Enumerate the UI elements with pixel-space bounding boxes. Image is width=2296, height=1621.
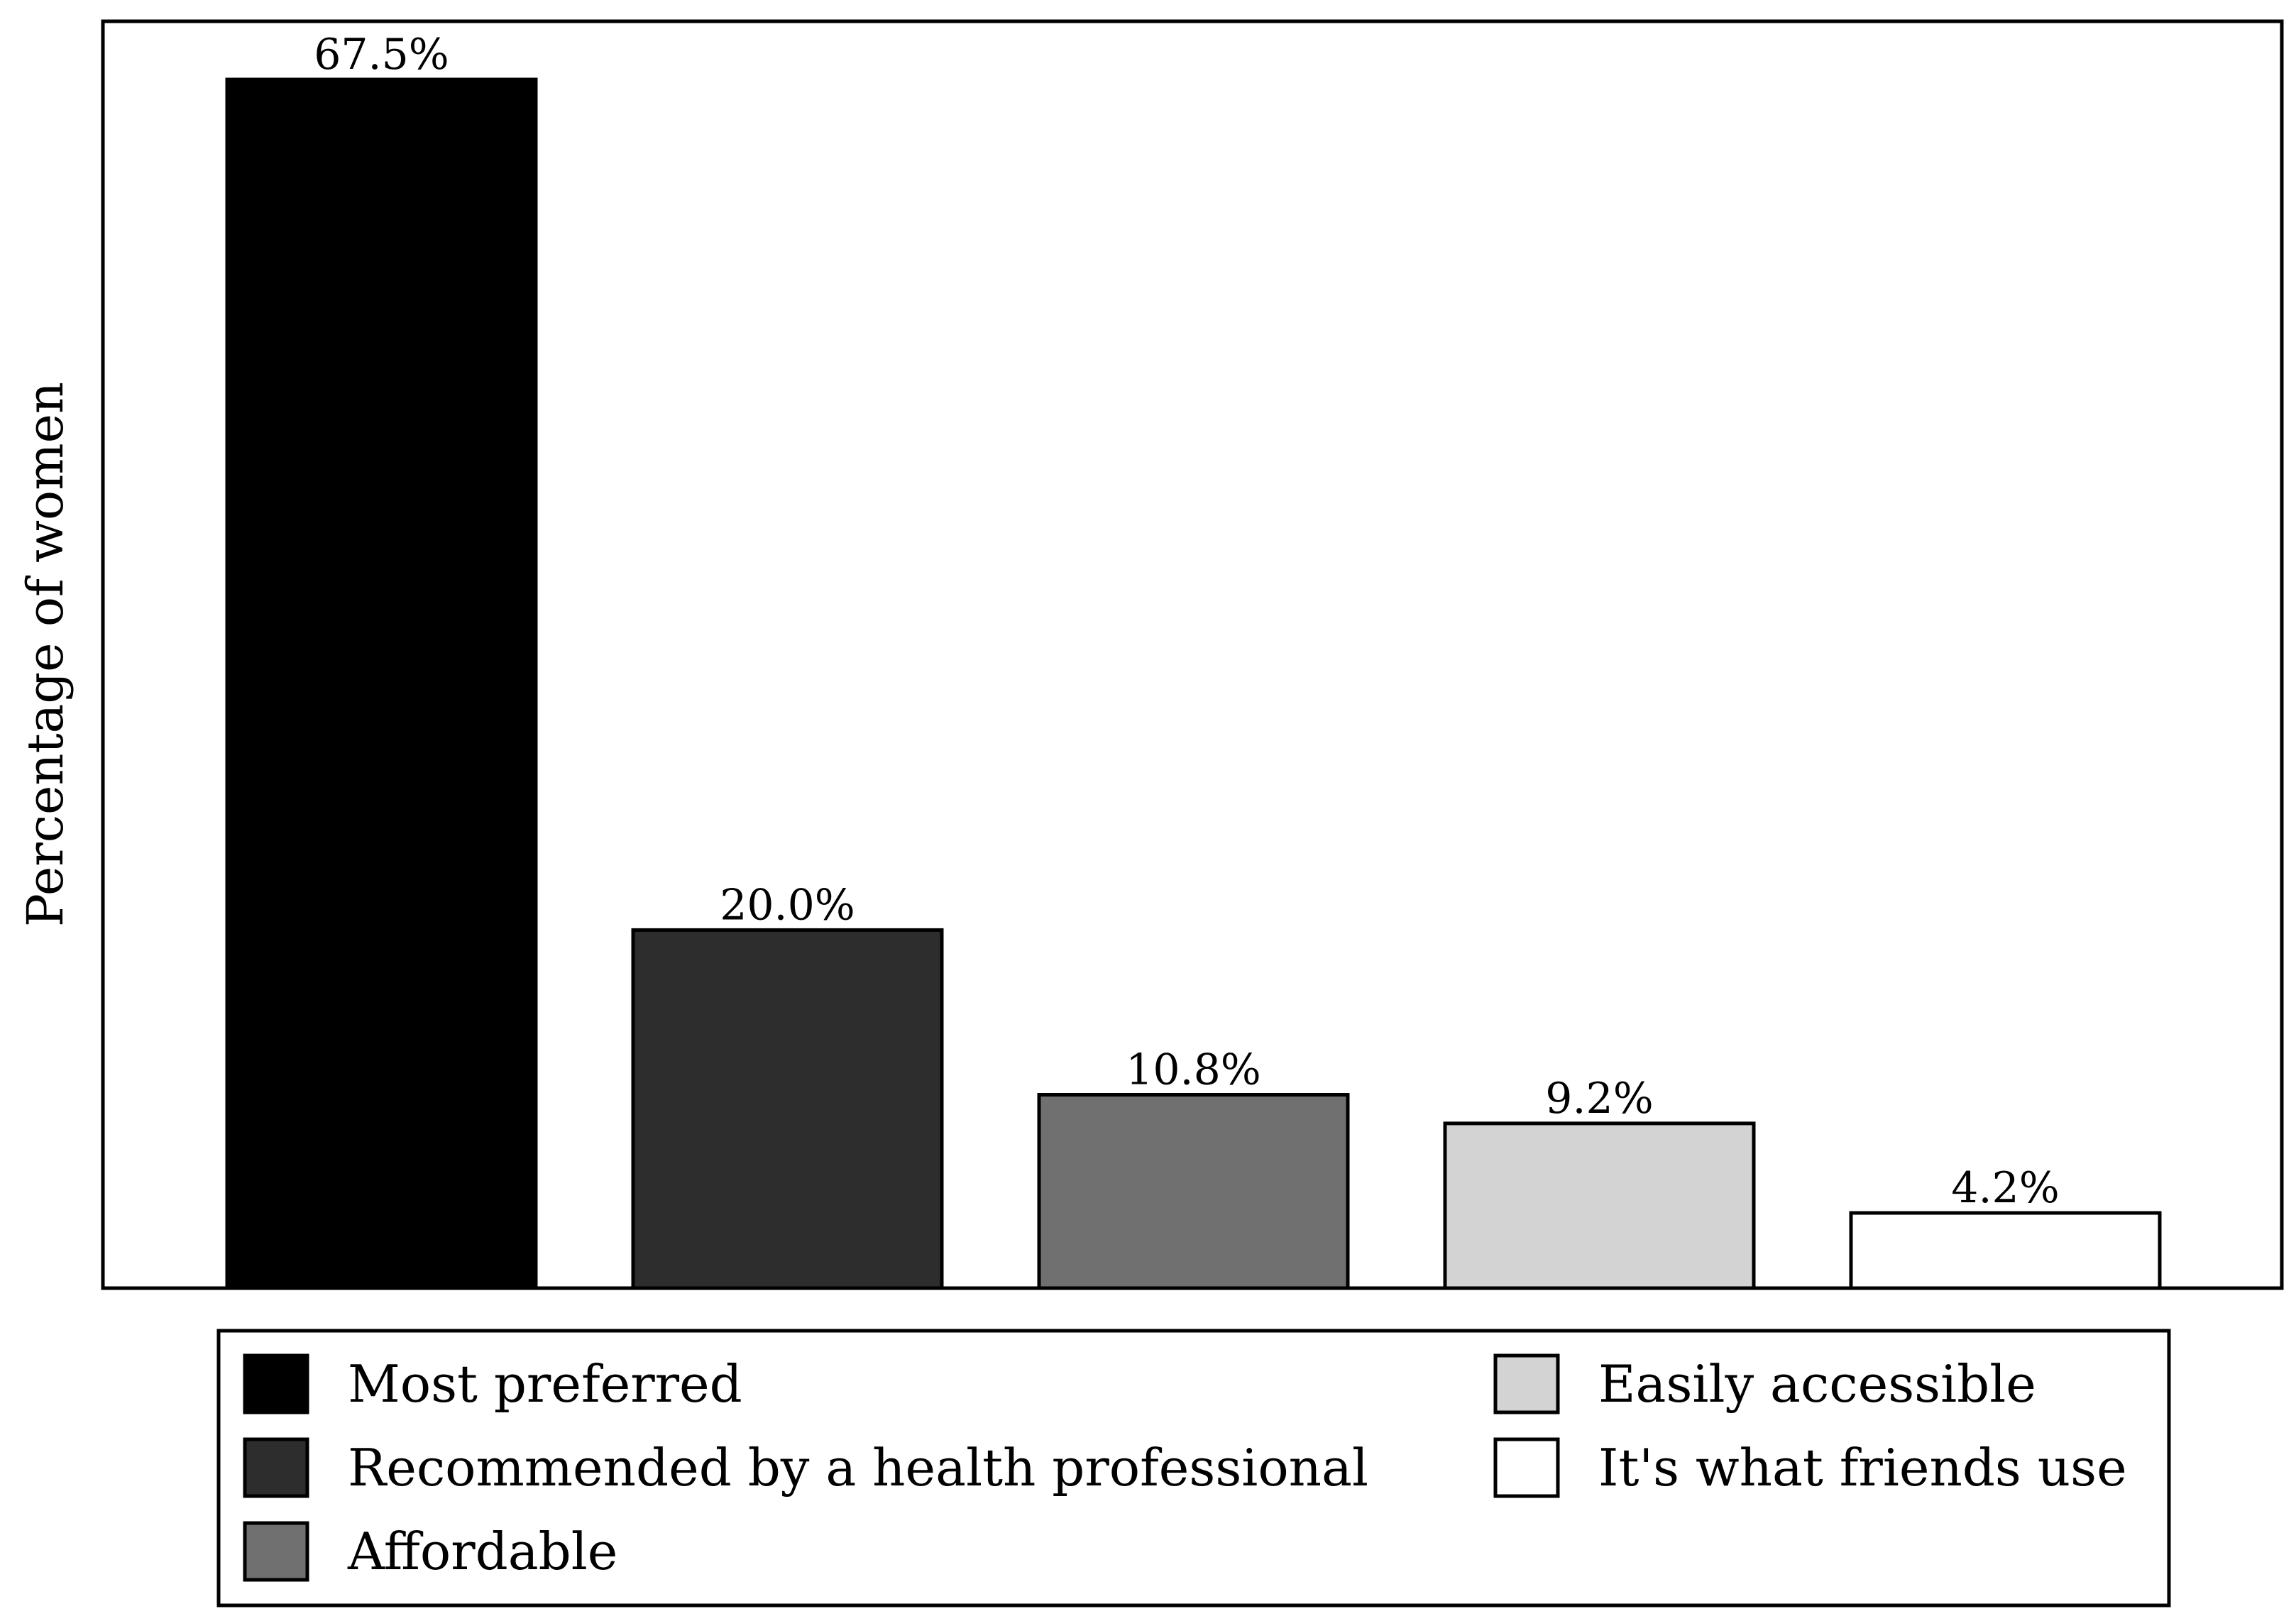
legend-swatch-5	[1493, 1437, 1560, 1498]
bar-5	[1849, 1211, 2162, 1290]
legend-swatch-2	[243, 1437, 309, 1498]
data-labels-group: 67.5% 20.0% 10.8% 9.2% 4.2%	[314, 30, 2060, 1213]
legend-label-4: Easily accessible	[1598, 1354, 2036, 1414]
bar-3	[1037, 1093, 1350, 1290]
legend-swatch-1	[243, 1353, 309, 1414]
legend-label-3: Affordable	[347, 1522, 617, 1581]
bars-group	[225, 77, 2162, 1290]
legend-label-2: Recommended by a health professional	[348, 1438, 1368, 1498]
legend-items-group: Most preferred Recommended by a health pr…	[243, 1353, 2127, 1582]
data-label-3: 10.8%	[1126, 1045, 1261, 1095]
data-label-4: 9.2%	[1545, 1074, 1653, 1123]
data-label-5: 4.2%	[1951, 1163, 2059, 1213]
legend-swatch-3	[243, 1521, 309, 1582]
bar-2	[631, 928, 944, 1290]
bar-1	[225, 77, 538, 1290]
legend-label-5: It's what friends use	[1598, 1438, 2127, 1498]
legend-swatch-4	[1493, 1353, 1560, 1414]
bar-4	[1443, 1121, 1756, 1290]
legend-box	[216, 1329, 2171, 1608]
y-axis-label: Percentage of women	[16, 382, 75, 927]
data-label-1: 67.5%	[314, 30, 449, 79]
data-label-2: 20.0%	[720, 880, 855, 930]
legend-label-1: Most preferred	[348, 1354, 742, 1414]
